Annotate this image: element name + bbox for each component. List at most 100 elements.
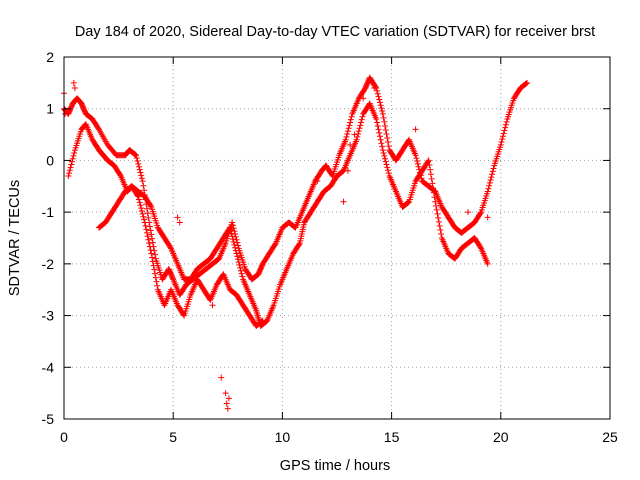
data-point-track-a: [347, 116, 354, 123]
data-point-track-a: [497, 141, 504, 148]
data-point-track-c: [146, 243, 153, 250]
data-point-outliers: [340, 198, 347, 205]
data-point-track-b: [65, 172, 72, 179]
data-point-track-b: [234, 253, 241, 260]
data-point-track-a: [487, 176, 494, 183]
data-point-track-a: [413, 155, 420, 162]
data-point-track-b: [69, 158, 76, 165]
data-point-track-b: [429, 180, 436, 187]
data-point-track-b: [66, 170, 73, 177]
data-point-track-b: [167, 244, 174, 251]
data-point-track-b: [477, 244, 484, 251]
x-tick-label: 5: [169, 429, 177, 445]
data-point-track-a: [486, 182, 493, 189]
data-point-track-b: [355, 130, 362, 137]
data-point-track-b: [435, 218, 442, 225]
data-point-track-c: [150, 262, 157, 269]
data-point-track-a: [152, 251, 158, 258]
data-point-track-c: [135, 193, 142, 200]
data-point-track-c: [142, 222, 149, 229]
data-point-track-a: [345, 125, 352, 132]
data-point-outliers: [225, 395, 232, 402]
y-tick-label: -4: [42, 359, 55, 375]
chart-title: Day 184 of 2020, Sidereal Day-to-day VTE…: [75, 24, 595, 40]
data-point-track-a: [133, 152, 140, 159]
data-point-track-a: [140, 182, 147, 189]
data-point-track-a: [145, 214, 152, 221]
data-point-track-b: [382, 158, 389, 165]
data-point-track-a: [484, 188, 491, 195]
data-point-track-a: [378, 105, 385, 112]
data-point-track-b: [435, 214, 442, 221]
data-point-track-b: [239, 273, 246, 280]
data-point-track-a: [524, 79, 531, 86]
data-point-track-a: [382, 122, 389, 129]
data-point-track-a: [376, 99, 383, 106]
data-point-track-a: [486, 179, 493, 186]
data-point-outliers: [347, 141, 354, 148]
data-point-track-b: [376, 129, 383, 136]
data-point-track-b: [357, 122, 364, 129]
data-point-track-a: [148, 231, 155, 238]
data-point-track-b: [70, 152, 77, 159]
data-point-track-b: [428, 175, 435, 182]
data-point-track-b: [296, 241, 303, 248]
data-point-track-a: [412, 152, 419, 159]
y-tick-label: 1: [46, 101, 54, 117]
data-point-track-b: [434, 210, 441, 217]
data-point-track-a: [490, 165, 497, 172]
data-point-track-b: [233, 250, 240, 257]
data-point-track-a: [136, 166, 143, 173]
data-point-track-a: [328, 171, 335, 178]
data-point-track-b: [67, 164, 74, 171]
data-point-track-a: [499, 133, 506, 140]
data-point-track-c: [259, 318, 266, 325]
y-tick-label: -3: [42, 308, 55, 324]
data-point-track-c: [134, 192, 141, 199]
data-point-outliers: [224, 405, 231, 412]
data-point-track-a: [272, 241, 279, 248]
data-point-outliers: [344, 167, 351, 174]
data-point-track-a: [348, 113, 355, 120]
data-point-outliers: [412, 126, 419, 133]
data-point-track-a: [133, 155, 140, 162]
y-tick-label: 0: [46, 152, 54, 168]
data-point-track-b: [227, 227, 234, 234]
data-point-track-b: [374, 122, 381, 129]
data-point-track-a: [385, 143, 392, 150]
data-point-track-a: [138, 172, 145, 179]
data-point-track-b: [431, 194, 438, 201]
y-tick-label: -2: [42, 256, 55, 272]
data-point-track-a: [414, 158, 421, 165]
data-point-outliers: [222, 390, 229, 397]
data-point-track-b: [484, 260, 491, 267]
data-point-track-a: [134, 158, 141, 165]
data-point-outliers: [368, 79, 375, 86]
data-point-track-a: [381, 118, 388, 125]
data-point-track-b: [379, 143, 386, 150]
data-point-track-b: [427, 171, 434, 178]
data-point-track-a: [489, 171, 496, 178]
data-point-track-a: [143, 205, 150, 212]
data-point-track-a: [522, 81, 529, 88]
data-point-track-c: [135, 196, 142, 203]
data-point-track-a: [502, 121, 509, 128]
data-point-track-a: [343, 133, 350, 140]
data-point-outliers: [62, 110, 69, 117]
data-point-track-a: [149, 239, 156, 246]
data-point-track-b: [232, 247, 239, 254]
data-point-track-a: [372, 83, 379, 90]
data-point-track-a: [488, 174, 495, 181]
data-point-track-a: [149, 235, 156, 242]
data-point-track-a: [377, 102, 384, 109]
data-point-track-a: [141, 187, 148, 194]
y-tick-label: -5: [42, 411, 55, 427]
data-point-track-a: [344, 128, 351, 135]
data-point-track-b: [237, 267, 244, 274]
x-tick-labels: 0 5 10 15 20 25: [60, 429, 618, 445]
data-point-track-b: [373, 116, 380, 123]
data-point-outliers: [465, 209, 472, 216]
data-point-track-a: [132, 151, 139, 158]
data-point-track-a: [477, 210, 484, 217]
data-point-track-a: [499, 136, 506, 143]
